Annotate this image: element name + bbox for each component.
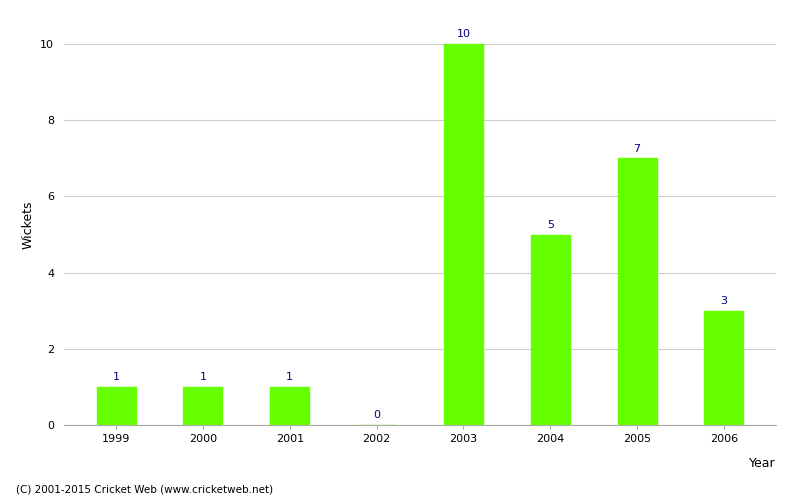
Text: 0: 0 xyxy=(373,410,380,420)
Bar xyxy=(704,310,743,425)
Y-axis label: Wickets: Wickets xyxy=(22,200,34,249)
Text: 5: 5 xyxy=(546,220,554,230)
Text: 1: 1 xyxy=(199,372,206,382)
Text: Year: Year xyxy=(750,457,776,470)
Bar xyxy=(97,387,136,425)
Bar xyxy=(270,387,310,425)
Text: 10: 10 xyxy=(457,30,470,40)
Bar xyxy=(183,387,222,425)
Bar xyxy=(618,158,657,425)
Bar xyxy=(444,44,483,425)
Text: 1: 1 xyxy=(286,372,294,382)
Bar xyxy=(530,234,570,425)
Text: 3: 3 xyxy=(721,296,727,306)
Text: (C) 2001-2015 Cricket Web (www.cricketweb.net): (C) 2001-2015 Cricket Web (www.cricketwe… xyxy=(16,485,273,495)
Text: 1: 1 xyxy=(113,372,119,382)
Text: 7: 7 xyxy=(634,144,641,154)
